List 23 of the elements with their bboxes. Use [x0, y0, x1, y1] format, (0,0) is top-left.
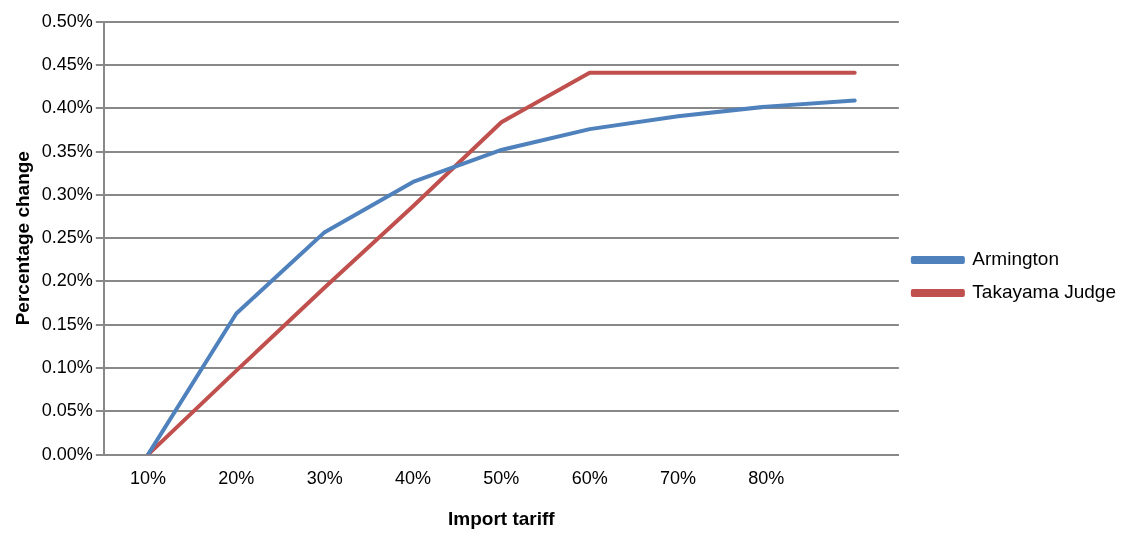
y-tick-label: 0.50% — [41, 10, 93, 31]
y-tick-label: 0.25% — [41, 227, 93, 248]
x-tick-label: 60% — [571, 468, 608, 489]
legend-label: Takayama Judge — [972, 281, 1117, 303]
y-tick-label: 0.20% — [41, 270, 93, 291]
y-tick-label: 0.30% — [41, 183, 93, 204]
y-tick-label: 0.00% — [41, 443, 93, 464]
y-axis-title: Percentage change — [11, 151, 33, 326]
x-tick-label: 30% — [306, 468, 343, 489]
y-tick-label: 0.45% — [41, 54, 93, 75]
y-tick-label: 0.05% — [41, 400, 93, 421]
y-tick-label: 0.35% — [41, 140, 93, 161]
y-tick-label: 0.10% — [41, 357, 93, 378]
x-tick-label: 40% — [395, 468, 432, 489]
x-tick-label: 70% — [660, 468, 697, 489]
x-tick-label: 20% — [218, 468, 255, 489]
y-tick-label: 0.15% — [41, 313, 93, 334]
legend-label: Armington — [972, 248, 1059, 270]
x-tick-label: 10% — [129, 468, 167, 489]
y-tick-label: 0.40% — [41, 97, 93, 118]
x-tick-label: 80% — [748, 468, 785, 489]
x-axis-title: Import tariff — [448, 507, 556, 529]
x-tick-label: 50% — [483, 468, 520, 489]
